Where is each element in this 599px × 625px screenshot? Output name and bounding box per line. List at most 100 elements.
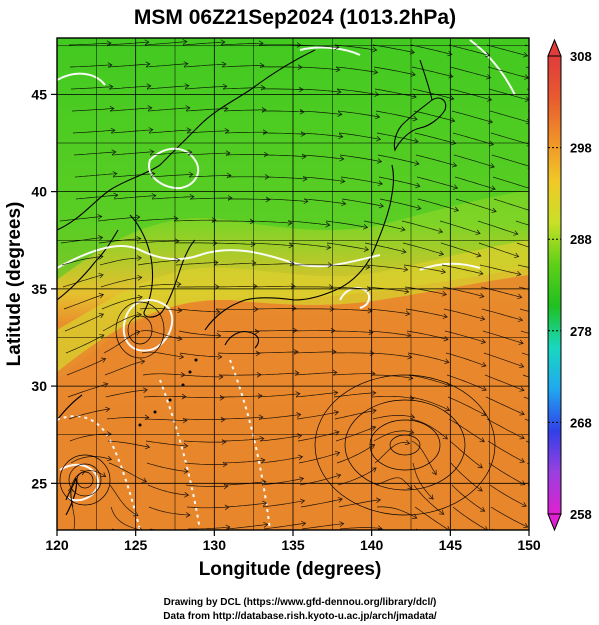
map-title: MSM 06Z21Sep2024 (1013.2hPa) (134, 6, 456, 29)
streamline (379, 198, 421, 210)
y-tick-label: 30 (31, 378, 47, 394)
streamline (368, 330, 411, 337)
streamline (107, 440, 150, 448)
streamline-arrow (487, 118, 494, 124)
streamline-arrow (289, 260, 295, 267)
x-axis-label: Longitude (degrees) (199, 559, 382, 580)
streamline-arrow (296, 412, 302, 418)
streamline (224, 502, 267, 508)
streamline (145, 63, 188, 68)
streamline (336, 444, 375, 464)
streamline (373, 430, 414, 442)
streamline (183, 63, 226, 68)
streamline-arrow (519, 434, 525, 440)
streamline (327, 264, 370, 268)
streamline-arrow (488, 140, 495, 147)
streamline-arrow (341, 200, 347, 207)
streamline (411, 66, 453, 78)
streamline (221, 438, 264, 442)
streamline-arrow (136, 255, 142, 261)
streamline (263, 132, 306, 135)
streamline-arrow (292, 327, 298, 334)
streamline (375, 110, 418, 120)
streamline-arrow (485, 74, 492, 80)
streamline-arrow (375, 135, 382, 142)
streamline (65, 334, 105, 354)
streamline-arrow (403, 266, 409, 273)
streamline (486, 44, 528, 57)
streamline-arrow (80, 469, 86, 476)
streamline (149, 151, 192, 156)
streamline-arrow (263, 151, 269, 158)
streamline-arrow (255, 350, 261, 357)
streamline-arrow (486, 546, 491, 550)
streamline (408, 374, 450, 387)
streamline-arrow (526, 141, 529, 147)
streamline-arrow (184, 492, 190, 498)
streamline (489, 110, 529, 123)
streamline-arrow (297, 433, 303, 439)
streamline-arrow (521, 502, 527, 508)
streamline (329, 308, 372, 312)
streamline (186, 506, 230, 509)
streamline-arrow (412, 115, 418, 122)
streamline-arrow (374, 91, 380, 97)
streamline (141, 351, 184, 358)
streamline-arrow (562, 74, 567, 79)
streamline (255, 329, 297, 332)
streamline (452, 506, 488, 530)
streamline-arrow (561, 52, 566, 57)
streamline (335, 426, 376, 442)
streamline (64, 313, 104, 332)
streamline-arrow (401, 248, 407, 254)
streamline (411, 440, 437, 475)
streamline-arrow (519, 410, 525, 416)
streamline (75, 194, 118, 200)
streamline-arrow (112, 171, 118, 177)
streamline (68, 408, 110, 420)
streamline-arrow (331, 349, 337, 355)
streamline-arrow (564, 118, 569, 123)
streamline-arrow (337, 111, 343, 117)
streamline-arrow (409, 428, 415, 435)
streamline (221, 416, 263, 420)
streamline (70, 456, 112, 464)
y-tick-label: 45 (31, 86, 47, 102)
streamline (66, 358, 106, 376)
streamline (212, 220, 255, 222)
streamline-arrow (141, 477, 148, 483)
streamline (256, 372, 299, 376)
streamline (145, 440, 188, 447)
streamline-arrow (98, 313, 105, 319)
streamline (445, 352, 487, 367)
streamline (70, 86, 113, 90)
streamline (519, 308, 529, 312)
streamline-arrow (478, 270, 484, 276)
streamline (223, 109, 266, 112)
streamline (178, 330, 221, 337)
streamline-arrow (151, 193, 157, 199)
streamline (100, 276, 142, 288)
streamline (493, 198, 529, 211)
streamline (405, 308, 448, 318)
streamline (265, 198, 308, 202)
streamline-arrow (371, 467, 377, 473)
streamline-arrow (261, 107, 267, 113)
streamline (73, 151, 116, 156)
streamline-arrow (186, 127, 192, 133)
streamline (108, 462, 147, 483)
streamline (326, 242, 369, 251)
streamline-arrow (185, 105, 191, 111)
streamline-arrow (334, 430, 340, 436)
streamline-arrow (431, 469, 437, 476)
streamline-arrow (415, 182, 421, 189)
streamline (416, 176, 458, 189)
streamline-arrow (522, 52, 529, 58)
streamline (293, 351, 336, 354)
streamline (517, 264, 529, 268)
streamline (451, 110, 493, 123)
streamline (142, 373, 185, 376)
streamline (331, 330, 374, 333)
streamline (449, 66, 491, 79)
streamline (184, 462, 227, 465)
